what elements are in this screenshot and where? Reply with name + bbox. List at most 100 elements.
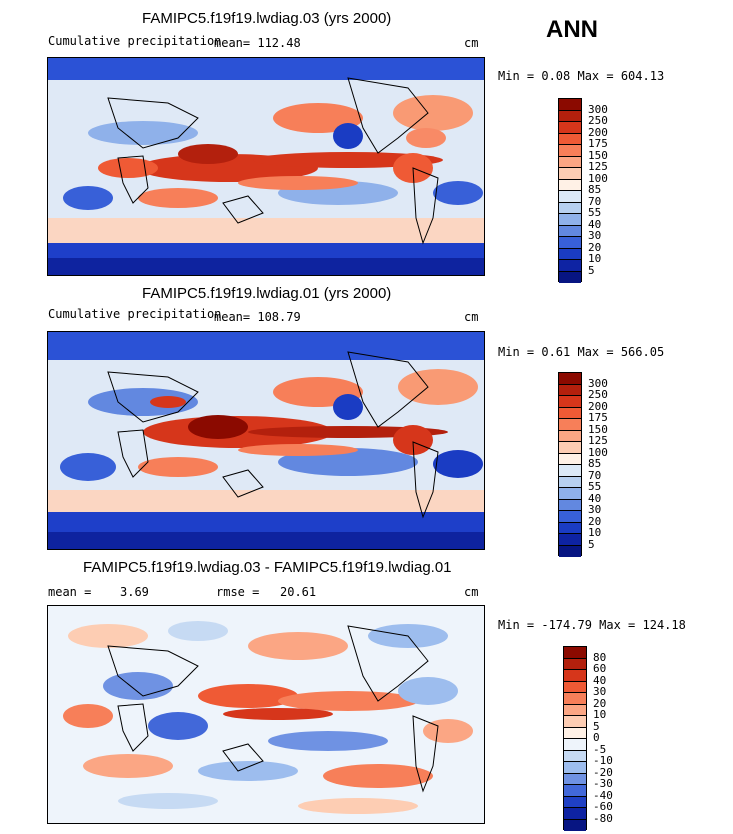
colorbar-tick-label: 150 xyxy=(588,148,608,162)
colorbar-swatch xyxy=(564,647,586,659)
panel2-colorbar-swatches xyxy=(558,372,582,557)
colorbar-swatch xyxy=(559,465,581,477)
colorbar-swatch xyxy=(559,396,581,408)
panel2-units: cm xyxy=(464,310,479,324)
colorbar-swatch xyxy=(559,237,581,249)
colorbar-tick-label: -20 xyxy=(593,765,613,779)
colorbar-tick-label: 5 xyxy=(588,263,595,277)
panel3-map-svg xyxy=(48,606,484,823)
colorbar-swatch xyxy=(564,773,586,785)
colorbar-swatch xyxy=(564,693,586,705)
colorbar-tick-label: 100 xyxy=(588,171,608,185)
colorbar-tick-label: 10 xyxy=(593,708,607,721)
panel3-mean-label: mean = xyxy=(48,585,92,599)
colorbar-swatch xyxy=(559,373,581,385)
colorbar-swatch xyxy=(564,808,586,820)
colorbar-tick-label: 30 xyxy=(588,229,602,242)
panel3-units: cm xyxy=(464,585,479,599)
panel3-rmse-value: 20.61 xyxy=(280,585,317,599)
colorbar-swatch xyxy=(559,384,581,396)
panel3-minmax: Min = -174.79 Max = 124.18 xyxy=(498,618,686,632)
colorbar-swatch xyxy=(559,488,581,500)
colorbar-tick-label: -30 xyxy=(593,777,613,790)
panel2-variable-label: Cumulative precipitation xyxy=(48,307,222,321)
colorbar-swatch xyxy=(564,762,586,774)
panel3-map xyxy=(47,605,485,824)
colorbar-tick-label: 5 xyxy=(593,719,600,733)
colorbar-swatch xyxy=(559,442,581,454)
panel3-mean-value: 3.69 xyxy=(120,585,149,599)
panel3-colorbar-swatches xyxy=(563,646,587,831)
colorbar-swatch xyxy=(559,545,581,557)
colorbar-tick-label: 250 xyxy=(588,114,608,127)
colorbar-tick-label: -80 xyxy=(593,811,613,825)
colorbar-tick-label: 55 xyxy=(588,206,602,219)
colorbar-tick-label: 30 xyxy=(593,685,607,698)
colorbar-tick-label: 100 xyxy=(588,445,608,459)
panel2-mean: mean= 108.79 xyxy=(214,310,301,324)
colorbar-tick-label: 85 xyxy=(588,183,602,196)
colorbar-tick-label: 200 xyxy=(588,399,608,413)
colorbar-swatch xyxy=(559,122,581,134)
panel2-map xyxy=(47,331,485,550)
colorbar-swatch xyxy=(564,681,586,693)
colorbar-tick-label: -10 xyxy=(593,754,613,767)
colorbar-tick-label: 0 xyxy=(593,731,600,744)
colorbar-swatch xyxy=(559,202,581,214)
panel2-minmax: Min = 0.61 Max = 566.05 xyxy=(498,345,665,359)
colorbar-swatch xyxy=(564,750,586,762)
colorbar-swatch xyxy=(559,156,581,168)
colorbar-swatch xyxy=(559,133,581,145)
colorbar-swatch xyxy=(564,727,586,739)
colorbar-swatch xyxy=(559,499,581,511)
panel1-map xyxy=(47,57,485,276)
colorbar-swatch xyxy=(564,739,586,751)
colorbar-tick-label: -5 xyxy=(593,742,607,756)
panel3-rmse-label: rmse = xyxy=(216,585,260,599)
colorbar-tick-label: 20 xyxy=(588,240,602,254)
colorbar-tick-label: 40 xyxy=(588,491,602,505)
colorbar-swatch xyxy=(559,522,581,534)
colorbar-swatch xyxy=(559,453,581,465)
colorbar-swatch xyxy=(559,407,581,419)
panel1-title: FAMIPC5.f19f19.lwdiag.03 (yrs 2000) xyxy=(142,10,392,27)
colorbar-tick-label: 5 xyxy=(588,537,595,551)
colorbar-swatch xyxy=(559,214,581,226)
colorbar-swatch xyxy=(564,716,586,728)
colorbar-tick-label: -60 xyxy=(593,800,613,813)
colorbar-swatch xyxy=(559,225,581,237)
colorbar-swatch xyxy=(564,658,586,670)
season-label: ANN xyxy=(546,16,598,43)
colorbar-tick-label: 30 xyxy=(588,503,602,516)
colorbar-tick-label: 200 xyxy=(588,125,608,139)
colorbar-swatch xyxy=(559,168,581,180)
colorbar-tick-label: -40 xyxy=(593,788,613,802)
panel1-mean: mean= 112.48 xyxy=(214,36,301,50)
panel2-map-svg xyxy=(48,332,484,549)
colorbar-tick-label: 85 xyxy=(588,457,602,470)
colorbar-tick-label: 10 xyxy=(588,526,602,539)
colorbar-tick-label: 20 xyxy=(588,514,602,528)
colorbar-tick-label: 40 xyxy=(588,217,602,231)
colorbar-swatch xyxy=(559,191,581,203)
colorbar-tick-label: 60 xyxy=(593,662,607,675)
colorbar-tick-label: 175 xyxy=(588,137,608,150)
colorbar-tick-label: 250 xyxy=(588,388,608,401)
panel3-title: FAMIPC5.f19f19.lwdiag.03 - FAMIPC5.f19f1… xyxy=(83,559,452,576)
panel1-variable-label: Cumulative precipitation xyxy=(48,34,222,48)
colorbar-tick-label: 150 xyxy=(588,422,608,436)
colorbar-swatch xyxy=(559,179,581,191)
colorbar-swatch xyxy=(559,271,581,283)
colorbar-swatch xyxy=(559,248,581,260)
colorbar-swatch xyxy=(559,99,581,111)
colorbar-swatch xyxy=(559,534,581,546)
colorbar-swatch xyxy=(564,819,586,831)
panel1-colorbar-swatches xyxy=(558,98,582,283)
colorbar-swatch xyxy=(564,670,586,682)
colorbar-tick-label: 10 xyxy=(588,252,602,265)
colorbar-tick-label: 70 xyxy=(588,194,602,208)
colorbar-swatch xyxy=(559,145,581,157)
colorbar-tick-label: 300 xyxy=(588,102,608,116)
colorbar-swatch xyxy=(559,430,581,442)
colorbar-tick-label: 125 xyxy=(588,160,608,173)
